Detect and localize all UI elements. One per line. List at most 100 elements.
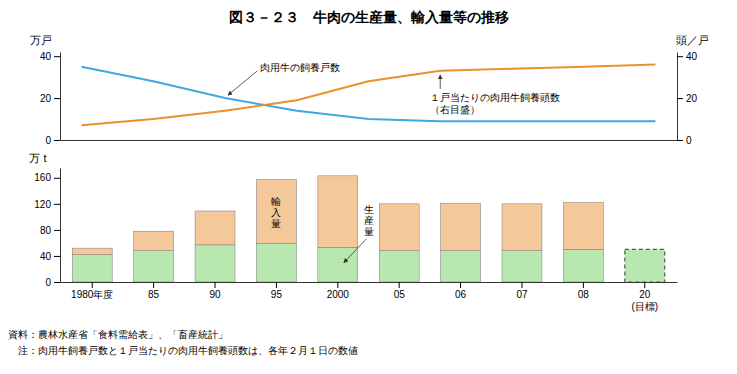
text-line: １戸当たりの肉用牛飼養頭数 [430, 92, 560, 103]
text-line: 輸 [271, 196, 281, 207]
y-axis-label: 万戸 [30, 34, 52, 46]
tick-label: 40 [40, 51, 52, 62]
source-note: 注：肉用牛飼養戸数と１戸当たりの肉用牛飼養頭数は、各年２月１日の数値 [8, 345, 358, 356]
text-line: 95 [271, 289, 283, 300]
bar [563, 249, 603, 282]
text-line: 06 [455, 289, 467, 300]
tick-mark [583, 282, 584, 288]
tick: 160 [34, 172, 60, 183]
text-line: 20 [639, 289, 651, 300]
tick: 08 [578, 282, 590, 300]
text-line: 2000 [327, 289, 350, 300]
tick-label: 2000 [327, 289, 350, 300]
bar [134, 231, 174, 251]
text-line: 生 [364, 204, 374, 215]
text-line: 85 [148, 289, 160, 300]
tick-label: 40 [686, 51, 698, 62]
tick: 95 [271, 282, 283, 300]
plot-area [72, 176, 664, 282]
x-axis: 1980年度 85 90 95 2000 05 06 07 08 20(目標) [61, 282, 678, 312]
x-axis [61, 140, 678, 141]
tick-label: 0 [45, 135, 51, 146]
tick-label: 0 [686, 135, 692, 146]
annotation: 肉用牛の飼養戸数 [260, 62, 340, 73]
bar [318, 247, 358, 282]
bar [195, 211, 235, 245]
tick-mark [644, 282, 645, 288]
y2-axis-line [677, 53, 678, 141]
bar [72, 255, 112, 282]
y-axis: 04080120160 [34, 169, 60, 288]
annotation-arrow [228, 71, 257, 95]
tick-label: 06 [455, 289, 467, 300]
bar [441, 251, 481, 282]
text-line: 05 [394, 289, 406, 300]
tick-mark [399, 282, 400, 288]
tick-mark [460, 282, 461, 288]
tick: 1980年度 [71, 282, 113, 300]
source-note: 資料：農林水産省「食料需給表」、「畜産統計」 [8, 329, 228, 340]
text-line: 産 [364, 215, 374, 226]
y-axis: 0 20 40 [40, 51, 61, 146]
text-line: 量 [271, 218, 281, 229]
tick: 80 [40, 225, 60, 236]
tick: 2000 [327, 282, 350, 300]
tick-label: 90 [209, 289, 221, 300]
tick: 40 [40, 51, 60, 62]
tick-mark [54, 230, 60, 231]
tick-mark [54, 282, 60, 283]
tick-label: 40 [40, 251, 52, 262]
bar [625, 249, 665, 250]
tick-label: 1980年度 [71, 289, 113, 300]
text-line: 08 [578, 289, 590, 300]
bar [379, 251, 419, 282]
tick-label: 80 [40, 225, 52, 236]
tick: 06 [455, 282, 467, 300]
annotation-arrow [440, 75, 441, 89]
annotation: 生産量 [364, 204, 374, 237]
bar [379, 204, 419, 251]
tick-mark [92, 282, 93, 288]
tick-mark [677, 56, 683, 57]
tick-mark [54, 140, 60, 141]
bar [256, 244, 296, 282]
text-line: (目標) [631, 301, 658, 312]
tick: 90 [209, 282, 221, 300]
tick-mark [677, 140, 683, 141]
text-line: 肉用牛の飼養戸数 [260, 62, 340, 73]
chart: 図３－２３ 牛肉の生産量、輸入量等の推移0204002040万戸頭／戸肉用牛の飼… [0, 0, 737, 374]
line-series [82, 65, 656, 126]
bar [625, 249, 665, 282]
tick-label: 07 [516, 289, 528, 300]
tick-mark [54, 178, 60, 179]
annotation: 輸入量 [271, 196, 281, 229]
tick-label: 20 [686, 93, 698, 104]
tick: 0 [677, 135, 692, 146]
bar [441, 203, 481, 251]
tick-label: 20 [40, 93, 52, 104]
tick: 120 [34, 199, 60, 210]
text-line: （右目盛） [430, 104, 480, 115]
plot-area [82, 65, 656, 126]
tick-mark [54, 204, 60, 205]
annotation: １戸当たりの肉用牛飼養頭数（右目盛） [430, 92, 560, 115]
y-axis-label: 万 t [29, 152, 46, 164]
text-line: 07 [516, 289, 528, 300]
tick: 85 [148, 282, 160, 300]
y2-axis: 0 20 40 [677, 51, 698, 146]
text-line: 量 [364, 226, 374, 237]
annotation-arrow [344, 239, 367, 263]
bar [563, 203, 603, 250]
tick-mark [54, 98, 60, 99]
tick: 05 [394, 282, 406, 300]
tick-mark [153, 282, 154, 288]
tick-mark [677, 98, 683, 99]
tick: 07 [516, 282, 528, 300]
tick-label: 85 [148, 289, 160, 300]
tick-label: 95 [271, 289, 283, 300]
tick: 20 [40, 93, 60, 104]
tick: 20(目標) [631, 282, 658, 312]
text-line: 入 [271, 207, 281, 218]
tick-mark [215, 282, 216, 288]
bar [502, 251, 542, 282]
